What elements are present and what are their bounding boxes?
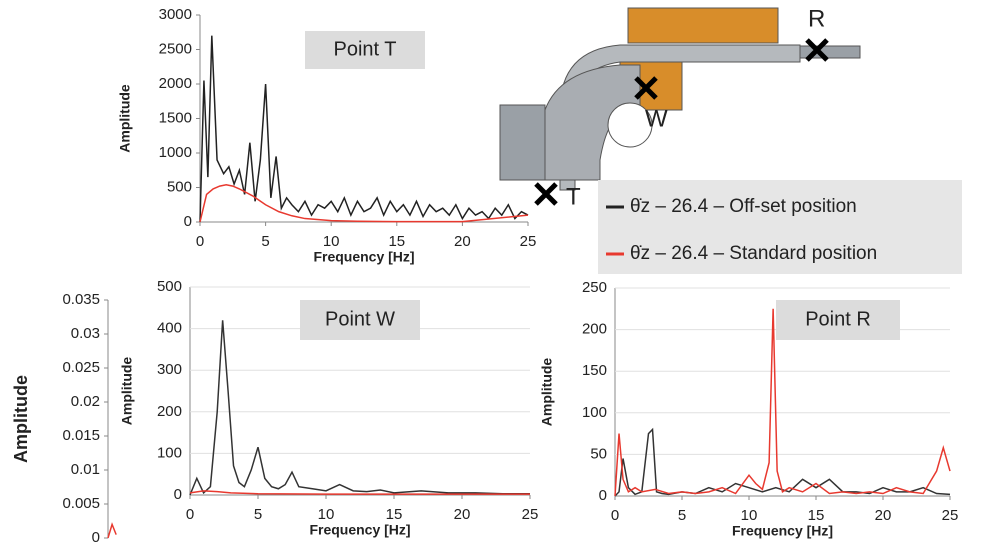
y-tick-label: 0: [599, 487, 607, 504]
x-tick-label: 15: [386, 506, 403, 523]
title-box: [300, 300, 420, 340]
y-tick-label: 400: [157, 320, 182, 337]
x-axis-label: Frequency [Hz]: [313, 249, 414, 265]
hole: [607, 102, 653, 148]
plot-area: [614, 308, 951, 497]
x-axis-label: Frequency [Hz]: [309, 522, 410, 538]
y-tick-label: 0.015: [62, 427, 100, 444]
x-tick-label: 10: [741, 507, 758, 524]
y-tick-label: 0.02: [71, 393, 100, 410]
x-marker: [534, 182, 558, 206]
x-tick-label: 20: [875, 507, 892, 524]
plot-area: [199, 35, 529, 223]
data-line: [614, 427, 951, 497]
y-tick-label: 0: [184, 213, 192, 230]
y-tick-label: 200: [157, 403, 182, 420]
x-tick-label: 5: [254, 506, 262, 523]
x-tick-label: 25: [520, 233, 537, 250]
title-box: [305, 31, 425, 69]
chart-title: Point R: [805, 308, 871, 330]
chart-title: Point W: [325, 308, 395, 330]
y-tick-label: 0.035: [62, 291, 100, 308]
x-tick-label: 10: [323, 233, 340, 250]
y-tick-label: 1500: [159, 109, 192, 126]
y-axis-label: Amplitude: [11, 375, 31, 463]
y-tick-label: 100: [157, 444, 182, 461]
y-tick-label: 0: [174, 486, 182, 503]
chart-title: Point T: [334, 38, 397, 60]
y-axis-label: Amplitude: [539, 358, 555, 427]
x-tick-label: 15: [388, 233, 405, 250]
data-line: [107, 522, 117, 539]
x-tick-label: 15: [808, 507, 825, 524]
y-tick-label: 1000: [159, 144, 192, 161]
data-line: [189, 490, 530, 495]
x-tick-label: 0: [196, 233, 204, 250]
data-line: [199, 35, 529, 223]
x-tick-label: 25: [942, 507, 959, 524]
data-line: [189, 320, 530, 496]
y-axis-label: Amplitude: [117, 84, 133, 153]
plot-area: [107, 522, 117, 539]
y-tick-label: 100: [582, 404, 607, 421]
point-label: R: [808, 5, 825, 32]
y-tick-label: 0.01: [71, 461, 100, 478]
y-tick-label: 500: [167, 178, 192, 195]
y-tick-label: 0.005: [62, 495, 100, 512]
point-label: T: [566, 183, 581, 210]
y-tick-label: 2000: [159, 75, 192, 92]
bracket: [499, 104, 546, 181]
y-tick-label: 50: [590, 445, 607, 462]
x-tick-label: 5: [678, 507, 686, 524]
y-tick-label: 150: [582, 362, 607, 379]
legend-box: [598, 180, 962, 274]
y-tick-label: 0: [92, 529, 100, 546]
housing: [627, 7, 779, 44]
legend-label: θ̇z – 26.4 – Standard position: [630, 243, 877, 264]
x-tick-label: 10: [318, 506, 335, 523]
data-line: [614, 308, 951, 497]
y-tick-label: 3000: [159, 6, 192, 23]
x-tick-label: 20: [454, 506, 471, 523]
x-tick-label: 5: [261, 233, 269, 250]
x-tick-label: 25: [522, 506, 539, 523]
x-marker: [805, 38, 829, 62]
y-tick-label: 500: [157, 278, 182, 295]
x-tick-label: 0: [186, 506, 194, 523]
y-tick-label: 250: [582, 279, 607, 296]
data-line: [199, 183, 529, 223]
x-tick-label: 20: [454, 233, 471, 250]
title-box: [776, 300, 900, 340]
y-axis-label: Amplitude: [119, 357, 135, 426]
y-tick-label: 300: [157, 361, 182, 378]
y-tick-label: 2500: [159, 40, 192, 57]
y-tick-label: 0.025: [62, 359, 100, 376]
x-tick-label: 0: [611, 507, 619, 524]
point-label: W: [645, 105, 668, 132]
pipe-diagram: R W T: [499, 5, 861, 210]
x-axis-label: Frequency [Hz]: [732, 523, 833, 539]
x-marker: [634, 76, 658, 100]
y-tick-label: 200: [582, 321, 607, 338]
legend-label: θ̇z – 26.4 – Off-set position: [630, 196, 857, 217]
y-tick-label: 0.03: [71, 325, 100, 342]
plot-area: [189, 320, 530, 496]
